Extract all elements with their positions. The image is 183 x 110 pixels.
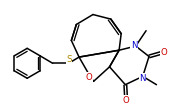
Text: O: O — [86, 73, 92, 82]
Text: N: N — [131, 41, 137, 50]
Text: N: N — [139, 74, 146, 82]
Text: O: O — [123, 96, 130, 104]
Text: S: S — [66, 55, 71, 64]
Text: O: O — [160, 48, 167, 57]
